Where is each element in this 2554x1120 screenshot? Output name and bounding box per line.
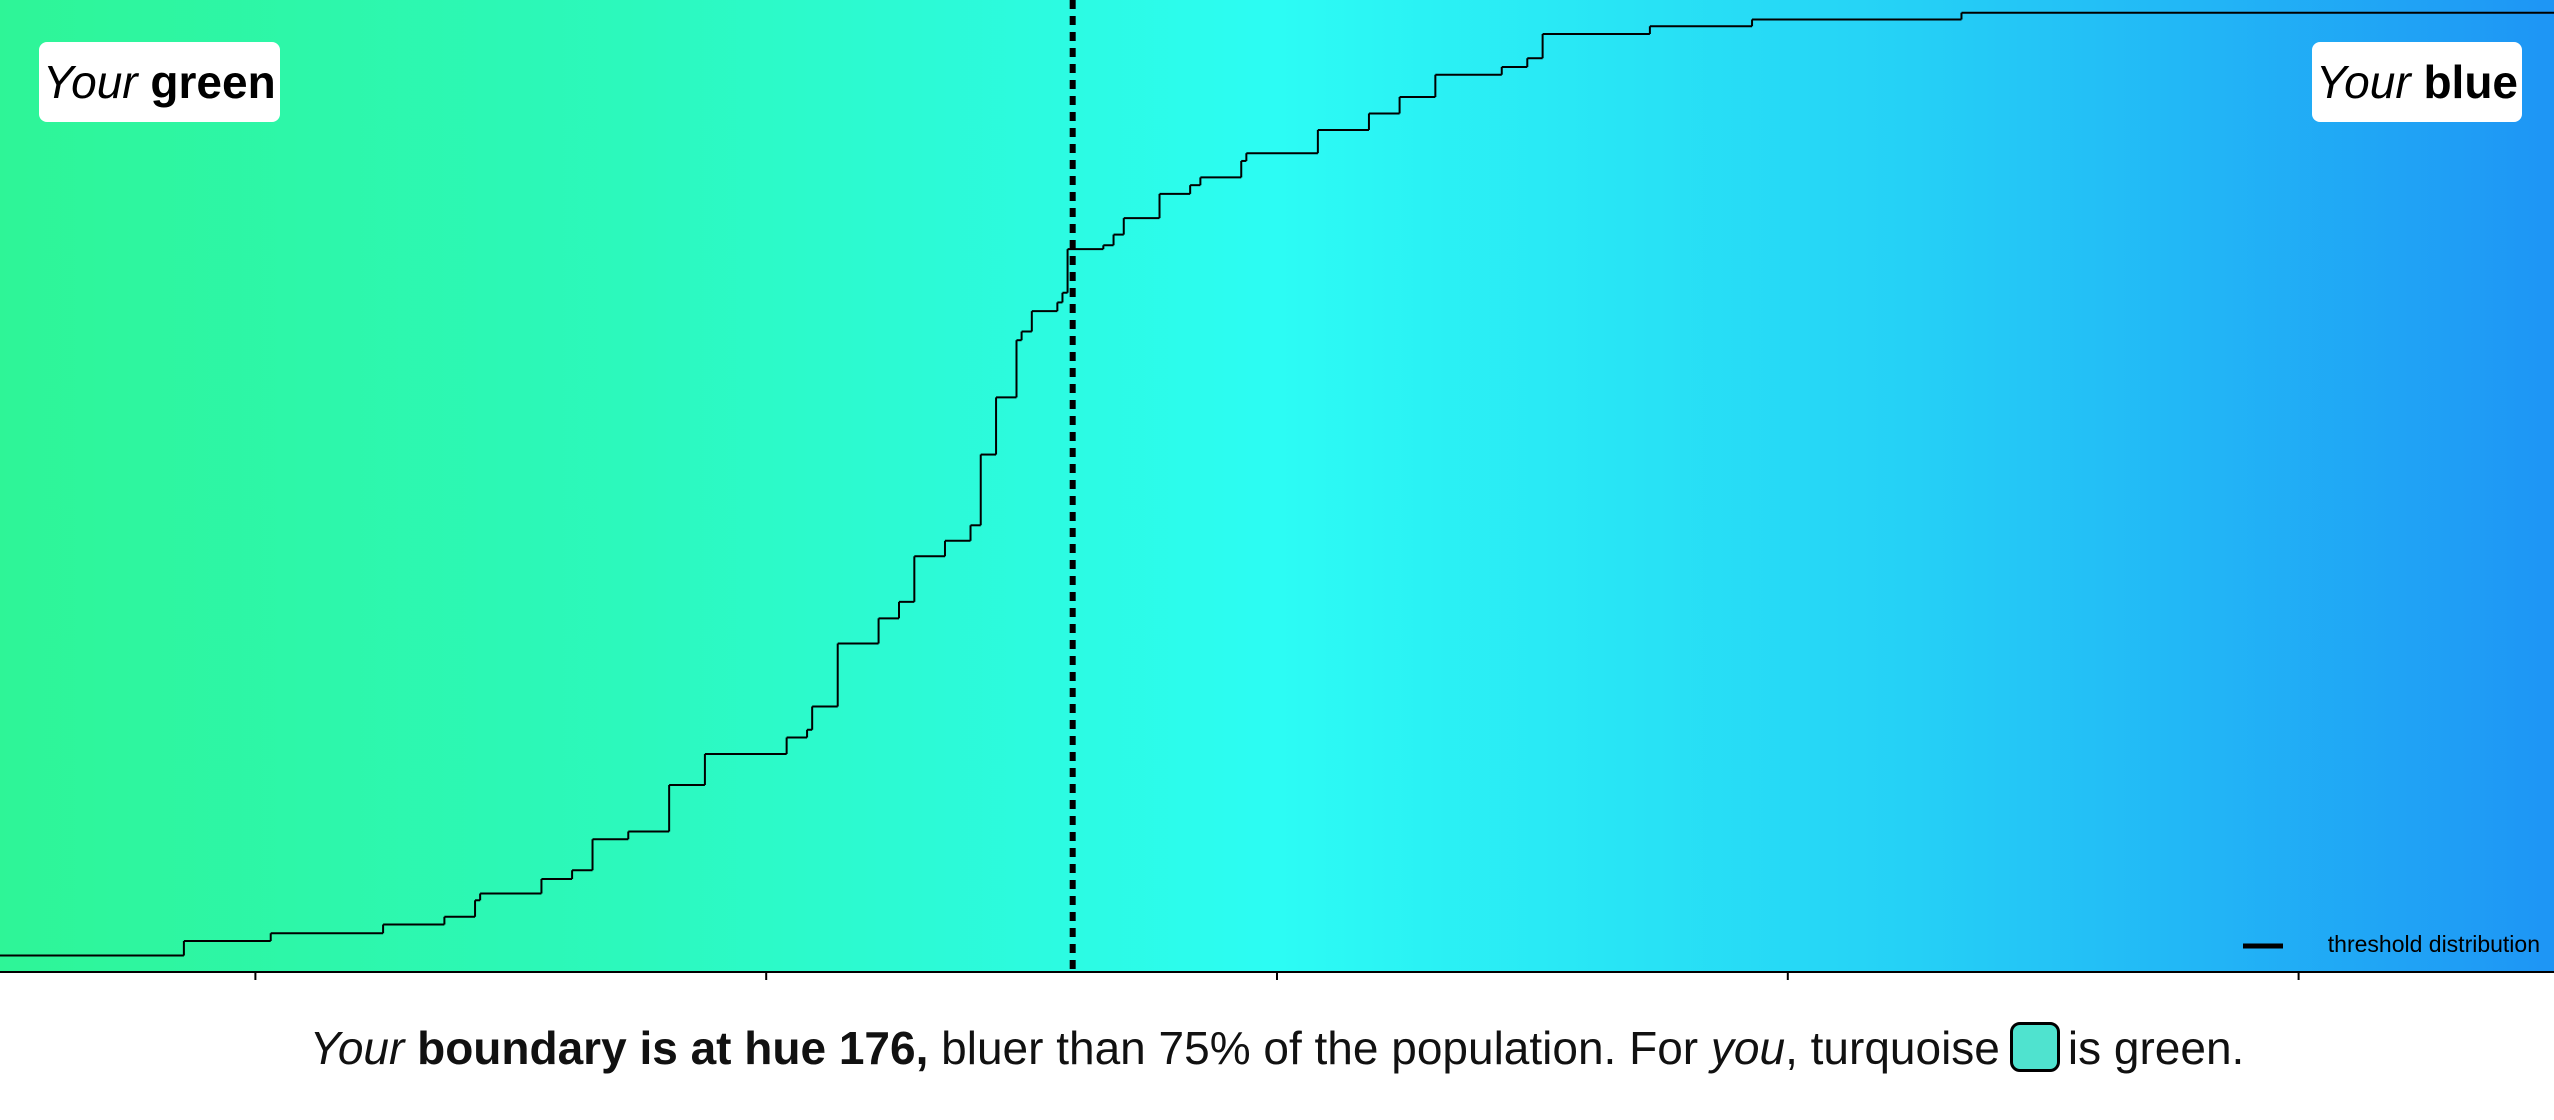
green-label: Your green	[39, 42, 280, 122]
color-swatch	[2009, 1022, 2060, 1072]
caption-italic: Your	[309, 1022, 405, 1074]
legend-label: threshold distribution	[2328, 931, 2540, 957]
label-italic: Your	[43, 56, 138, 108]
caption-text: bluer than 75% of the population. For	[941, 1022, 1699, 1074]
caption-bold: boundary is at hue 176,	[417, 1022, 929, 1074]
label-italic: Your	[2316, 56, 2411, 108]
blue-label: Your blue	[2312, 42, 2522, 122]
chart: threshold distribution	[0, 0, 2554, 980]
label-bold: blue	[2423, 56, 2518, 108]
caption: Your boundary is at hue 176, bluer than …	[0, 1010, 2554, 1086]
caption-text: is green.	[2067, 1022, 2245, 1074]
plot-background	[0, 0, 2554, 972]
caption-italic: you	[1710, 1022, 1786, 1074]
label-bold: green	[150, 56, 276, 108]
caption-text: , turquoise	[1785, 1022, 2000, 1074]
